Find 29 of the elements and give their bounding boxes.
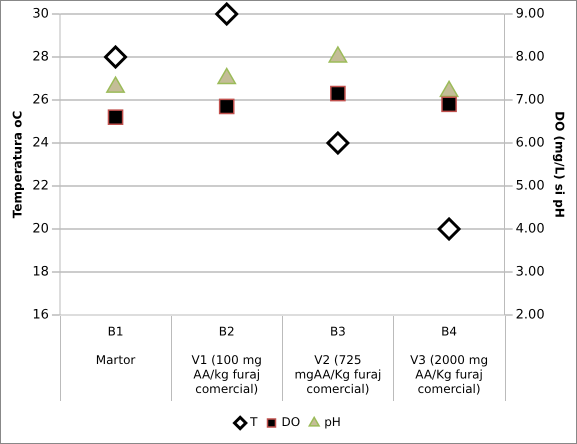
- point: [215, 2, 238, 26]
- category-label: B1 Martor: [96, 324, 136, 368]
- category-label: B4 V3 (2000 mg AA/Kg furaj comercial): [410, 324, 488, 396]
- y2-tick-label: 7.00: [516, 92, 545, 108]
- y-tick-label: 24: [32, 135, 49, 150]
- y2-tick-label: 6.00: [516, 135, 545, 150]
- legend-label: DO: [282, 415, 300, 430]
- y-tick-label: 20: [32, 221, 49, 236]
- y-tick-label: 18: [32, 264, 49, 280]
- y2-tick-label: 8.00: [516, 49, 545, 64]
- y2-tick-label: 9.00: [516, 6, 545, 22]
- y2-tick-label: 5.00: [516, 178, 545, 194]
- y-axis-title: Temperatura oC: [10, 110, 24, 218]
- legend-label: pH: [324, 415, 341, 430]
- category-label: B2 V1 (100 mg AA/kg furaj comercial): [192, 324, 262, 396]
- y-tick-label: 28: [32, 49, 49, 64]
- point: [104, 46, 128, 68]
- y2-axis-title: DO (mg/L) si pH: [552, 111, 567, 218]
- y2-tick-label: 2.00: [516, 307, 545, 322]
- legend-label: T: [249, 415, 258, 430]
- y-tick-label: 26: [32, 92, 49, 108]
- y-tick-label: 22: [32, 178, 49, 194]
- point: [438, 218, 461, 240]
- y2-tick-label: 4.00: [516, 221, 545, 236]
- y-tick-label: 16: [32, 307, 49, 322]
- category-label: B3 V2 (725 mgAA/Kg furaj comercial): [294, 324, 382, 396]
- y-tick-label: 30: [32, 6, 49, 22]
- point: [326, 132, 350, 154]
- y2-tick-label: 3.00: [516, 264, 545, 280]
